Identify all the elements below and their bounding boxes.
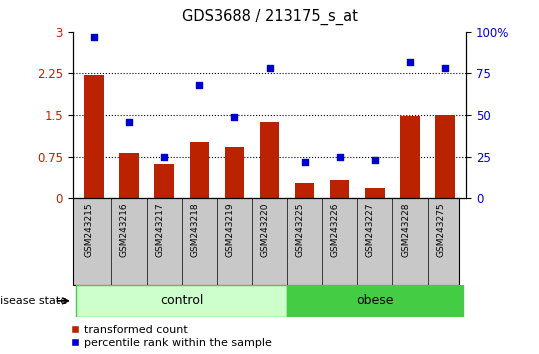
Bar (77, 285, 287, 317)
Bar (365, 188, 384, 198)
Bar (295, 183, 314, 198)
Bar (119, 153, 139, 198)
Text: GSM243217: GSM243217 (155, 202, 164, 257)
Point (406, 59, 414, 65)
Point (89, 34, 98, 40)
Text: GSM243215: GSM243215 (85, 202, 94, 257)
Bar (190, 142, 209, 198)
Bar (84, 75, 103, 198)
Bar (260, 122, 279, 198)
Text: GSM243228: GSM243228 (401, 202, 410, 257)
Text: GSM243225: GSM243225 (295, 202, 305, 257)
Text: disease state: disease state (0, 296, 67, 306)
Text: GSM243226: GSM243226 (331, 202, 340, 257)
Bar (436, 115, 455, 198)
Bar (287, 285, 462, 317)
Point (371, 157, 379, 163)
Text: GSM243216: GSM243216 (120, 202, 129, 257)
Bar (400, 116, 420, 198)
Text: GDS3688 / 213175_s_at: GDS3688 / 213175_s_at (182, 9, 357, 25)
Point (300, 159, 309, 165)
Bar (225, 147, 244, 198)
Point (335, 154, 344, 159)
Text: GSM243220: GSM243220 (260, 202, 270, 257)
Text: obese: obese (356, 295, 393, 307)
Point (125, 119, 133, 125)
Point (230, 114, 239, 120)
Point (160, 154, 168, 159)
Text: GSM243227: GSM243227 (366, 202, 375, 257)
Text: GSM243275: GSM243275 (436, 202, 445, 257)
Text: control: control (160, 295, 203, 307)
Point (441, 65, 450, 71)
Text: GSM243218: GSM243218 (190, 202, 199, 257)
Text: GSM243219: GSM243219 (225, 202, 234, 257)
Legend: transformed count, percentile rank within the sample: transformed count, percentile rank withi… (70, 325, 272, 348)
Point (265, 65, 274, 71)
Bar (155, 164, 174, 198)
Bar (330, 181, 349, 198)
Point (195, 82, 204, 88)
